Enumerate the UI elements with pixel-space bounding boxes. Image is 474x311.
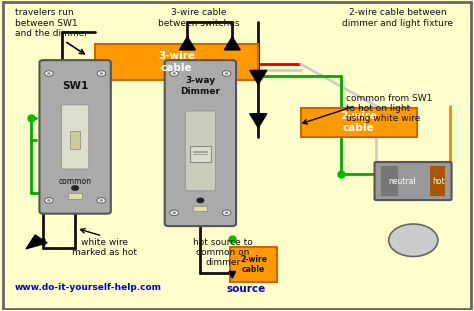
Text: www.do-it-yourself-help.com: www.do-it-yourself-help.com xyxy=(15,283,162,292)
Text: hot: hot xyxy=(432,177,445,186)
Ellipse shape xyxy=(389,224,438,257)
Circle shape xyxy=(97,71,106,76)
Text: hot source to
common on
dimmer: hot source to common on dimmer xyxy=(193,238,253,267)
Circle shape xyxy=(197,198,204,202)
Bar xyxy=(301,108,417,137)
Text: common: common xyxy=(59,177,91,186)
Circle shape xyxy=(225,211,228,214)
Text: common from SW1
to hot on light
using white wire: common from SW1 to hot on light using wh… xyxy=(346,94,432,123)
Text: 2-wire cable between
dimmer and light fixture: 2-wire cable between dimmer and light fi… xyxy=(342,8,453,28)
Bar xyxy=(230,247,277,282)
Text: white wire
marked as hot: white wire marked as hot xyxy=(72,238,137,257)
Polygon shape xyxy=(401,226,425,237)
Polygon shape xyxy=(250,114,267,128)
Circle shape xyxy=(170,210,178,216)
Bar xyxy=(95,44,258,80)
Circle shape xyxy=(170,71,178,76)
Circle shape xyxy=(100,72,103,75)
Circle shape xyxy=(172,72,176,75)
Circle shape xyxy=(47,72,51,75)
Polygon shape xyxy=(250,70,267,84)
Circle shape xyxy=(45,71,53,76)
FancyBboxPatch shape xyxy=(185,111,216,191)
Circle shape xyxy=(72,186,78,190)
FancyBboxPatch shape xyxy=(374,162,452,200)
FancyBboxPatch shape xyxy=(164,60,236,226)
Text: travelers run
between SW1
and the dimmer: travelers run between SW1 and the dimmer xyxy=(15,8,88,38)
Text: 2-wire
cable: 2-wire cable xyxy=(340,111,377,133)
Text: neutral: neutral xyxy=(388,177,416,186)
Text: source: source xyxy=(227,284,266,294)
FancyBboxPatch shape xyxy=(62,105,89,169)
Circle shape xyxy=(45,197,53,203)
Polygon shape xyxy=(224,37,240,50)
Circle shape xyxy=(225,72,228,75)
Text: 3-way
Dimmer: 3-way Dimmer xyxy=(181,76,220,96)
Polygon shape xyxy=(26,235,47,249)
Circle shape xyxy=(97,197,106,203)
Text: SW1: SW1 xyxy=(62,81,88,91)
Text: 2-wire
cable: 2-wire cable xyxy=(240,255,267,274)
Bar xyxy=(193,206,208,211)
Circle shape xyxy=(222,210,231,216)
FancyBboxPatch shape xyxy=(39,60,111,214)
Circle shape xyxy=(47,199,51,202)
Bar xyxy=(381,166,398,196)
Text: 3-wire
cable: 3-wire cable xyxy=(158,51,195,73)
Text: 3-wire cable
between switches: 3-wire cable between switches xyxy=(158,8,240,28)
Bar xyxy=(190,146,211,162)
Circle shape xyxy=(222,71,231,76)
Polygon shape xyxy=(180,37,195,50)
Circle shape xyxy=(100,199,103,202)
Circle shape xyxy=(172,211,176,214)
Bar xyxy=(430,166,445,196)
Bar xyxy=(71,131,80,149)
Bar xyxy=(68,193,82,199)
